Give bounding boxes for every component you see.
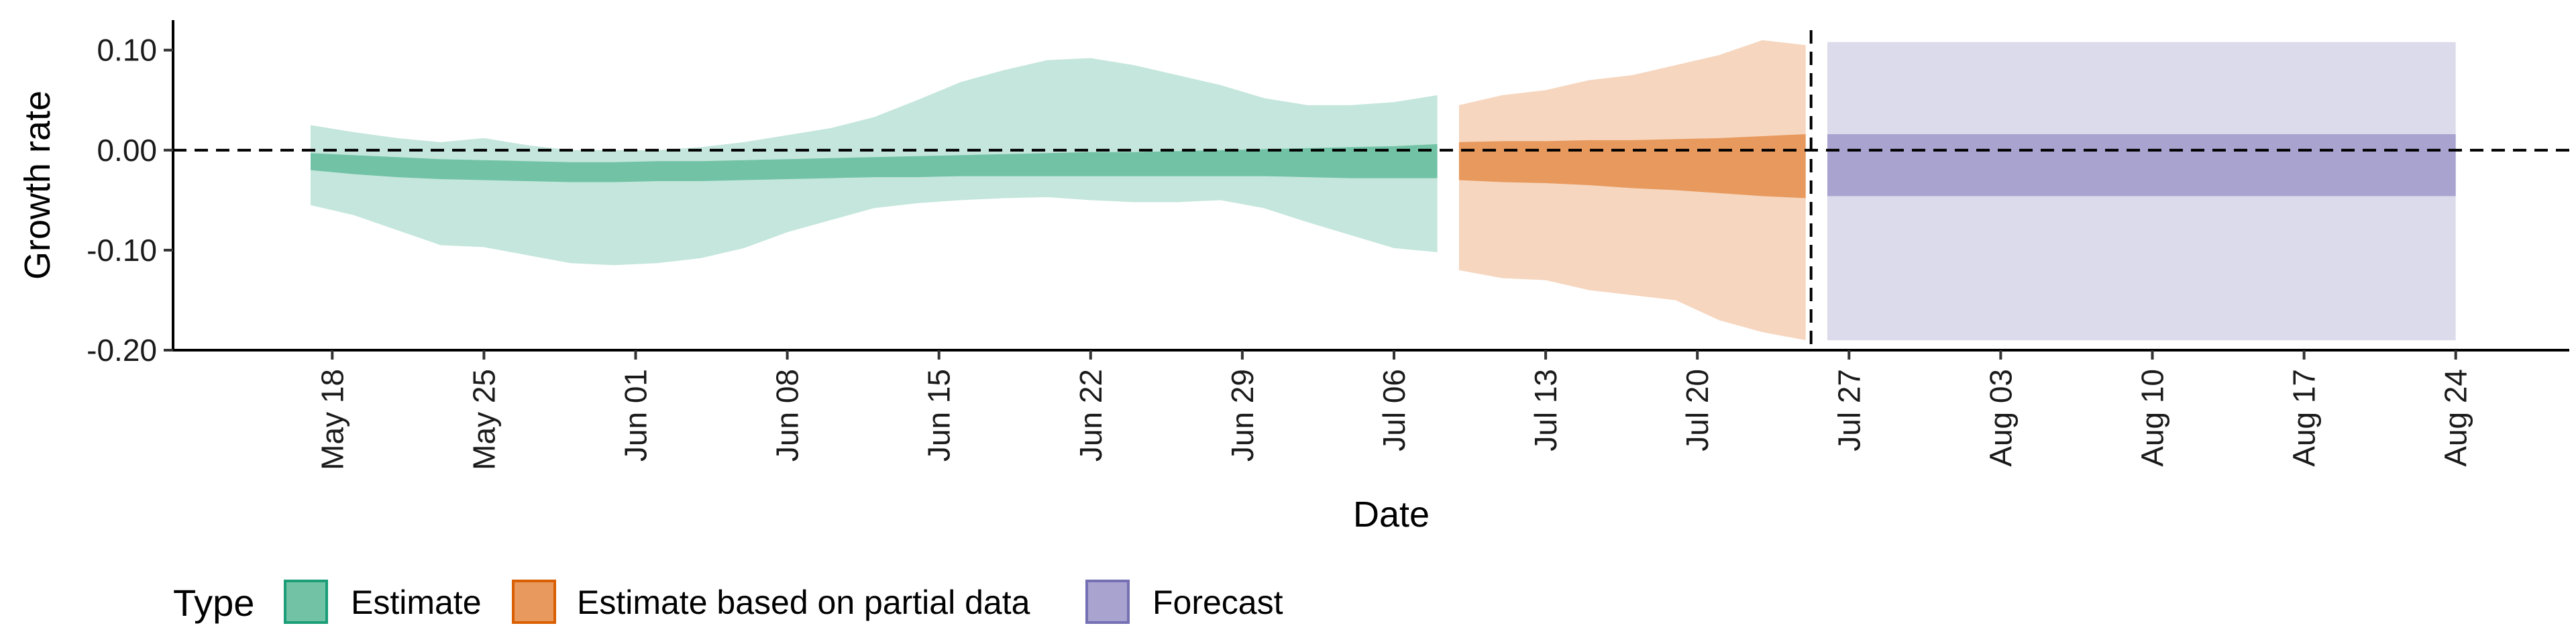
x-tick-label: Jul 06 (1377, 369, 1411, 451)
x-tick-label: Jun 08 (770, 369, 805, 462)
x-tick-label: Jul 20 (1680, 369, 1715, 451)
x-tick-label: Jun 01 (619, 369, 653, 462)
reference-lines (173, 30, 2569, 350)
x-tick-label: Jul 27 (1831, 369, 1866, 451)
y-tick-label: 0.00 (97, 133, 157, 168)
x-tick-label: May 25 (466, 369, 501, 470)
partial-band-90 (1458, 40, 1806, 341)
x-tick-label: Jul 13 (1528, 369, 1563, 451)
legend-label-3: Forecast (1152, 584, 1283, 621)
legend-key-3 (1085, 580, 1130, 624)
x-tick-label: Aug 03 (1983, 369, 2018, 467)
x-tick-label: Aug 24 (2438, 369, 2473, 467)
legend-key-1 (284, 580, 328, 624)
y-tick-label: -0.20 (87, 333, 157, 368)
legend-label-1: Estimate (351, 584, 482, 621)
legend-key-2 (512, 580, 556, 624)
axes: 0.10 0.00 -0.10 -0.20 May 18 May 25 Jun 01 Jun … (87, 20, 2569, 470)
y-axis-title: Growth rate (17, 91, 58, 280)
x-tick-label: Jun 29 (1225, 369, 1260, 462)
x-tick-label: Jun 22 (1073, 369, 1108, 462)
x-tick-label: Aug 17 (2287, 369, 2322, 467)
x-tick-label: Jun 15 (922, 369, 957, 462)
x-tick-label: Aug 10 (2135, 369, 2170, 467)
legend-title: Type (173, 582, 254, 624)
forecast-band-50 (1827, 133, 2456, 197)
y-tick-label: 0.10 (97, 33, 157, 68)
legend-label-2: Estimate based on partial data (577, 584, 1030, 621)
y-tick-label: -0.10 (87, 233, 157, 268)
legend: Type Estimate Estimate based on partial d… (173, 580, 1283, 624)
x-tick-label: May 18 (315, 369, 350, 470)
x-axis-title: Date (1353, 494, 1430, 535)
ribbon-layer (311, 40, 2456, 341)
estimate-band-50 (311, 144, 1438, 182)
